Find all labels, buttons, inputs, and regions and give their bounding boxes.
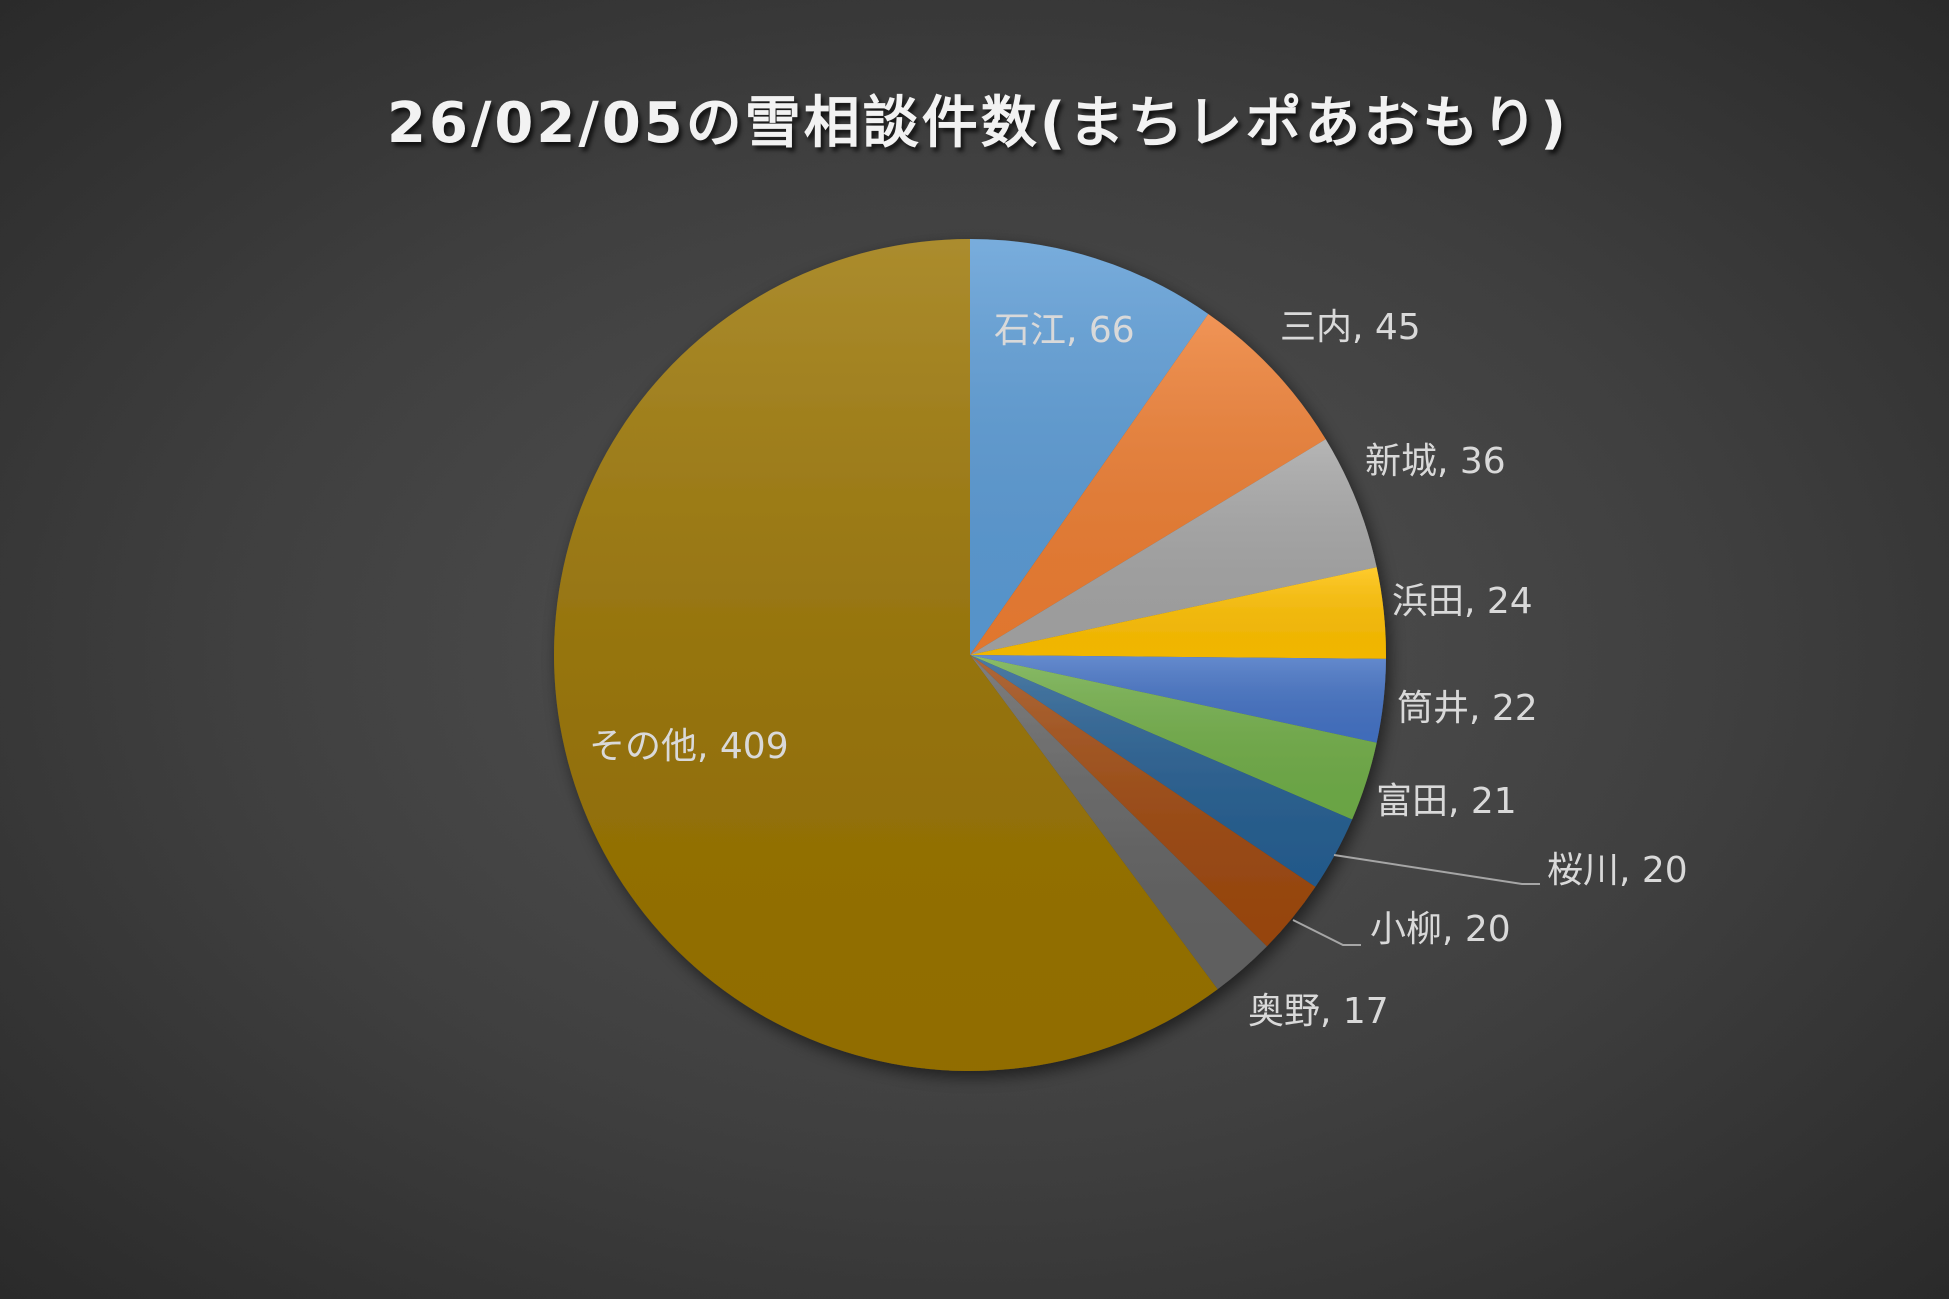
data-label: その他, 409	[589, 726, 789, 767]
data-label: 富田, 21	[1376, 781, 1517, 822]
slice-shade	[970, 655, 1386, 743]
slice-shade	[970, 655, 1316, 947]
leader-line	[1292, 919, 1361, 946]
chart-title: 26/02/05の雪相談件数(まちレポあおもり)	[387, 91, 1569, 156]
slice-shade	[970, 655, 1353, 887]
data-label: 石江, 66	[994, 310, 1135, 351]
slice-shade	[970, 439, 1377, 655]
data-label: 筒井, 22	[1397, 688, 1538, 729]
slice-shade	[970, 313, 1326, 655]
leader-line	[1333, 854, 1540, 885]
slice-shade	[554, 239, 1218, 1071]
data-label: 三内, 45	[1280, 307, 1421, 348]
slice-shade	[970, 655, 1377, 820]
slice-shade	[970, 655, 1267, 990]
data-label: 小柳, 20	[1370, 909, 1511, 950]
data-label: 奥野, 17	[1248, 991, 1389, 1032]
data-label: 桜川, 20	[1547, 850, 1688, 891]
slice-shade	[970, 239, 1209, 655]
slice-shade	[970, 567, 1386, 659]
data-label: 新城, 36	[1365, 441, 1506, 482]
data-label: 浜田, 24	[1392, 581, 1533, 622]
